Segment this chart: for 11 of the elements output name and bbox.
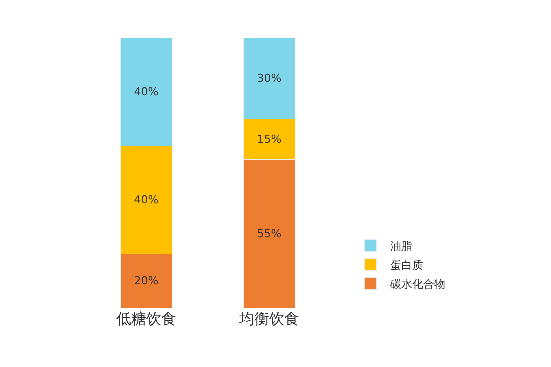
data-label: 55%	[257, 227, 282, 240]
x-tick-label: 均衡饮食	[238, 310, 300, 328]
legend-label: 蛋白质	[390, 259, 424, 272]
data-label: 20%	[134, 274, 159, 288]
x-tick-label: 低糖饮食	[116, 310, 176, 328]
data-label: 40%	[134, 86, 159, 98]
data-label: 40%	[134, 194, 159, 206]
legend-label: 油脂	[390, 240, 413, 254]
data-label: 15%	[257, 132, 282, 146]
data-label: 30%	[257, 72, 282, 85]
legend-label: 碳水化合物	[390, 278, 446, 292]
